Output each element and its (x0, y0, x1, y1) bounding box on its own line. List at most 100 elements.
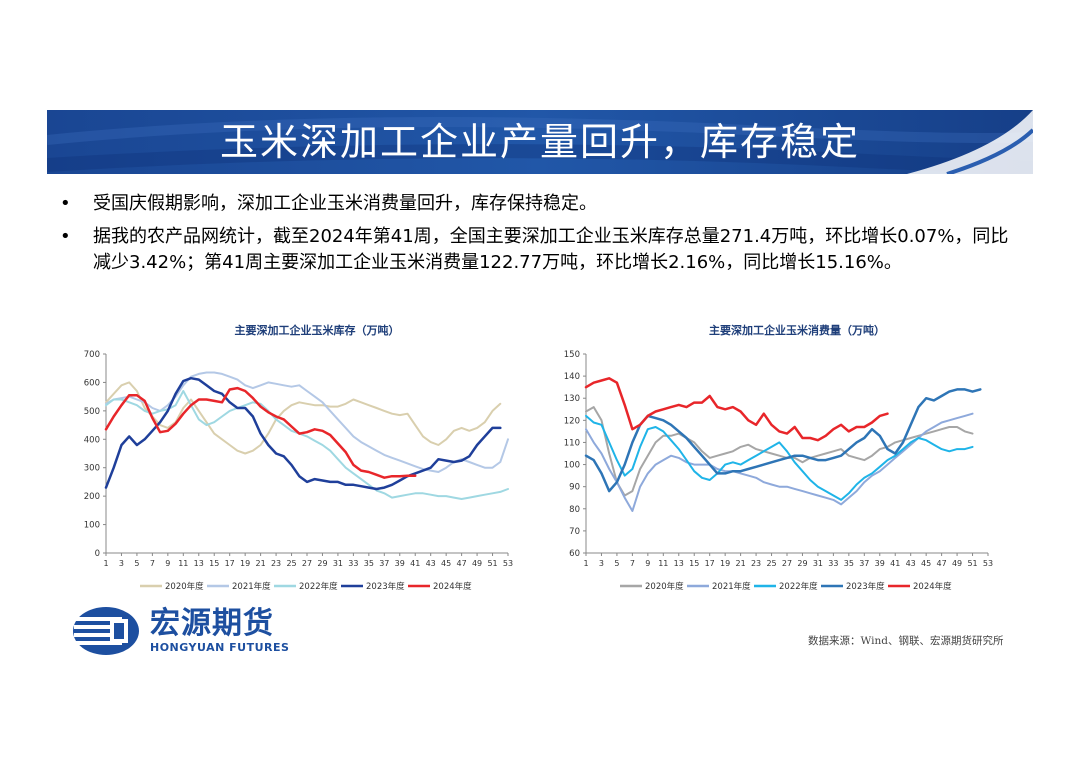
x-tick-label: 51 (487, 559, 497, 568)
x-tick-label: 33 (348, 559, 358, 568)
y-tick-label: 300 (84, 464, 100, 474)
series-line-2020年度 (585, 406, 974, 497)
x-tick-label: 47 (457, 559, 467, 568)
series-line-2023年度 (584, 388, 982, 493)
x-tick-label: 7 (150, 559, 155, 568)
legend-label: 2021年度 (232, 581, 271, 592)
x-tick-label: 39 (395, 559, 405, 568)
y-tick-label: 400 (84, 435, 100, 445)
y-tick-label: 200 (84, 492, 100, 502)
y-tick-label: 80 (569, 505, 580, 515)
series-line-2023年度 (104, 376, 502, 491)
y-tick-label: 100 (564, 461, 580, 471)
x-tick-label: 53 (983, 559, 993, 568)
x-tick-label: 49 (472, 559, 482, 568)
x-tick-label: 17 (705, 559, 715, 568)
x-tick-label: 43 (906, 559, 916, 568)
page-title: 玉米深加工企业产量回升，库存稳定 (219, 120, 860, 164)
x-tick-label: 23 (271, 559, 281, 568)
chart-title: 主要深加工企业玉米库存（万吨） (235, 323, 400, 337)
x-tick-label: 45 (921, 559, 931, 568)
x-tick-label: 21 (256, 559, 266, 568)
x-tick-label: 41 (410, 559, 420, 568)
x-tick-label: 19 (720, 559, 730, 568)
y-tick-label: 700 (84, 350, 100, 360)
x-tick-label: 15 (209, 559, 219, 568)
legend-label: 2023年度 (846, 581, 885, 592)
legend-label: 2022年度 (779, 581, 818, 592)
x-tick-label: 13 (194, 559, 204, 568)
y-tick-label: 140 (564, 372, 580, 382)
x-tick-label: 19 (240, 559, 250, 568)
x-tick-label: 43 (426, 559, 436, 568)
x-tick-label: 49 (952, 559, 962, 568)
x-tick-label: 27 (782, 559, 792, 568)
bullet-text: 据我的农产品网统计，截至2024年第41周，全国主要深加工企业玉米库存总量271… (93, 226, 1009, 273)
x-tick-label: 27 (302, 559, 312, 568)
y-tick-label: 600 (84, 378, 100, 388)
x-tick-label: 35 (364, 559, 374, 568)
x-tick-label: 25 (286, 559, 296, 568)
x-tick-label: 31 (333, 559, 343, 568)
y-tick-label: 0 (95, 549, 100, 559)
y-tick-label: 90 (569, 483, 580, 493)
x-tick-label: 29 (317, 559, 327, 568)
x-tick-label: 17 (225, 559, 235, 568)
x-tick-label: 47 (937, 559, 947, 568)
series-line-2022年度 (105, 390, 509, 500)
x-tick-label: 23 (751, 559, 761, 568)
series-line-2021年度 (585, 412, 974, 512)
y-tick-label: 100 (84, 521, 100, 531)
x-tick-label: 35 (844, 559, 854, 568)
x-tick-label: 53 (503, 559, 513, 568)
x-tick-label: 31 (813, 559, 823, 568)
y-tick-label: 130 (564, 394, 580, 404)
x-tick-label: 11 (178, 559, 188, 568)
legend-label: 2023年度 (366, 581, 405, 592)
x-tick-label: 1 (583, 559, 588, 568)
legend-label: 2024年度 (433, 581, 472, 592)
legend-label: 2020年度 (645, 581, 684, 592)
bullet-marker: • (60, 226, 71, 247)
x-tick-label: 5 (614, 559, 619, 568)
x-tick-label: 1 (103, 559, 108, 568)
y-tick-label: 500 (84, 407, 100, 417)
y-tick-label: 150 (564, 350, 580, 360)
series-line-2024年度 (104, 386, 417, 479)
x-tick-label: 51 (967, 559, 977, 568)
x-tick-label: 3 (599, 559, 604, 568)
x-tick-label: 3 (119, 559, 124, 568)
x-tick-label: 7 (630, 559, 635, 568)
x-tick-label: 33 (828, 559, 838, 568)
bullet-marker: • (60, 193, 71, 214)
series-line-2021年度 (105, 371, 509, 473)
x-tick-label: 39 (875, 559, 885, 568)
x-tick-label: 25 (766, 559, 776, 568)
legend-label: 2022年度 (299, 581, 338, 592)
x-tick-label: 37 (379, 559, 389, 568)
y-tick-label: 70 (569, 527, 580, 537)
series-line-2022年度 (585, 414, 974, 501)
y-tick-label: 120 (564, 416, 580, 426)
chart-title: 主要深加工企业玉米消费量（万吨） (709, 323, 885, 337)
x-tick-label: 37 (859, 559, 869, 568)
series-line-2024年度 (584, 377, 889, 442)
legend-label: 2020年度 (165, 581, 204, 592)
legend-label: 2021年度 (712, 581, 751, 592)
company-logo: 宏源期货 HONGYUAN FUTURES (72, 605, 312, 657)
x-tick-label: 41 (890, 559, 900, 568)
x-tick-label: 15 (689, 559, 699, 568)
bullet-text: 受国庆假期影响，深加工企业玉米消费量回升，库存保持稳定。 (93, 193, 597, 214)
x-tick-label: 13 (674, 559, 684, 568)
x-tick-label: 29 (797, 559, 807, 568)
logo-name-cn: 宏源期货 (150, 606, 274, 641)
x-tick-label: 45 (441, 559, 451, 568)
y-tick-label: 110 (564, 438, 580, 448)
x-tick-label: 9 (645, 559, 650, 568)
source-note: 数据来源：Wind、钢联、宏源期货研究所 (808, 635, 1004, 647)
banner-background (47, 110, 1033, 174)
x-tick-label: 9 (165, 559, 170, 568)
title-banner: 玉米深加工企业产量回升，库存稳定 (47, 110, 1033, 174)
consumption-chart: 主要深加工企业玉米消费量（万吨） 60 70 80 90 100 110 120 130 140 1… (564, 323, 993, 592)
